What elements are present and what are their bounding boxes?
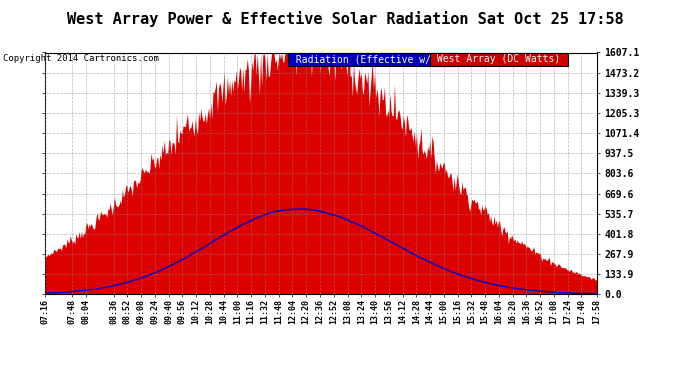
Text: West Array (DC Watts): West Array (DC Watts) (431, 54, 566, 64)
Text: West Array Power & Effective Solar Radiation Sat Oct 25 17:58: West Array Power & Effective Solar Radia… (67, 11, 623, 27)
Text: Radiation (Effective w/m2): Radiation (Effective w/m2) (290, 54, 454, 64)
Text: Copyright 2014 Cartronics.com: Copyright 2014 Cartronics.com (3, 54, 159, 63)
